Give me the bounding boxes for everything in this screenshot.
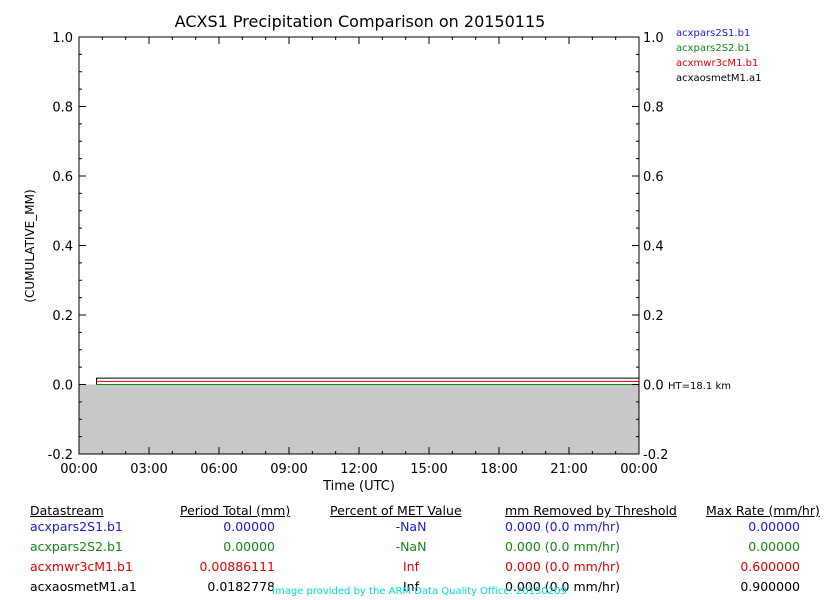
table-cell-percent: Inf [402,559,419,574]
table-cell-removed: 0.000 (0.0 mm/hr) [505,519,620,534]
table-cell-datastream: acxmwr3cM1.b1 [30,559,133,574]
y-tick-label-left: 0.8 [52,101,73,116]
table-header: Max Rate (mm/hr) [706,503,820,518]
table-cell-max_rate: 0.600000 [740,559,800,574]
legend-entry: acxaosmetM1.a1 [676,73,761,84]
image-credit: Image provided by the ARM Data Quality O… [272,586,567,597]
y-tick-label-right: 0.6 [643,170,664,185]
x-tick-label: 12:00 [340,462,377,477]
table-cell-removed: 0.000 (0.0 mm/hr) [505,579,620,594]
legend-entry: acxmwr3cM1.b1 [676,58,758,69]
y-tick-label-right: 0.0 [643,379,664,394]
y-tick-label-left: -0.2 [48,448,73,463]
series-lines [96,377,639,385]
y-tick-label-right: 0.2 [643,309,664,324]
table-header: Datastream [30,503,104,518]
table-header: Period Total (mm) [180,503,291,518]
x-tick-label: 21:00 [550,462,587,477]
table-cell-datastream: acxaosmetM1.a1 [30,579,137,594]
y-axis: -0.2 -0.2 0.0 0.0 0.2 0.2 0.4 0.4 0.6 0.6 0.8 0.8 1.… [48,31,669,463]
table-cell-total: 0.00000 [223,539,275,554]
y-tick-label-right: 1.0 [643,31,664,46]
x-tick-label: 15:00 [410,462,447,477]
y-tick-label-right: -0.2 [643,448,668,463]
x-tick-label: 09:00 [270,462,307,477]
y-tick-label-left: 0.4 [52,240,73,255]
x-axis: 00:00 03:00 06:00 09:00 12:00 15:00 18:00 21:00… [60,37,658,477]
table-cell-max_rate: 0.00000 [748,539,800,554]
x-tick-label: 00:00 [60,462,97,477]
y-tick-label-left: 0.6 [52,170,73,185]
table-cell-datastream: acxpars2S1.b1 [30,519,123,534]
table-header: Percent of MET Value [330,503,462,518]
table-header: mm Removed by Threshold [505,503,677,518]
y-tick-label-right: 0.4 [643,240,664,255]
chart-title: ACXS1 Precipitation Comparison on 201501… [175,12,546,31]
table-cell-datastream: acxpars2S2.b1 [30,539,123,554]
table-cell-total: 0.0182778 [207,579,275,594]
table-cell-removed: 0.000 (0.0 mm/hr) [505,559,620,574]
table-cell-removed: 0.000 (0.0 mm/hr) [505,539,620,554]
precipitation-chart: ACXS1 Precipitation Comparison on 201501… [23,12,761,494]
table-cell-percent: Inf [402,579,419,594]
legend-entry: acxpars2S2.b1 [676,43,750,54]
y-tick-label-right: 0.8 [643,101,664,116]
x-tick-label: 18:00 [480,462,517,477]
legend-entry: acxpars2S1.b1 [676,28,750,39]
table-cell-percent: -NaN [395,539,427,554]
y-tick-label-left: 0.2 [52,309,73,324]
y-tick-label-left: 0.0 [52,379,73,394]
table-cell-percent: -NaN [395,519,427,534]
x-tick-label: 00:00 [620,462,657,477]
table-cell-total: 0.00886111 [199,559,275,574]
series-line-acxaosmetM1.a1 [96,377,639,385]
legend: acxpars2S1.b1 acxpars2S2.b1 acxmwr3cM1.b1 a… [676,28,761,84]
y-tick-label-left: 1.0 [52,31,73,46]
table-cell-total: 0.00000 [223,519,275,534]
x-tick-label: 03:00 [130,462,167,477]
height-annotation: HT=18.1 km [668,381,731,392]
x-axis-label: Time (UTC) [322,479,395,494]
below-zero-shading [79,384,639,454]
summary-table: Datastream Period Total (mm) Percent of ME… [0,500,840,600]
y-axis-label: (CUMULATIVE_MM) [23,189,37,302]
table-cell-max_rate: 0.900000 [740,579,800,594]
table-cell-max_rate: 0.00000 [748,519,800,534]
x-tick-label: 06:00 [200,462,237,477]
